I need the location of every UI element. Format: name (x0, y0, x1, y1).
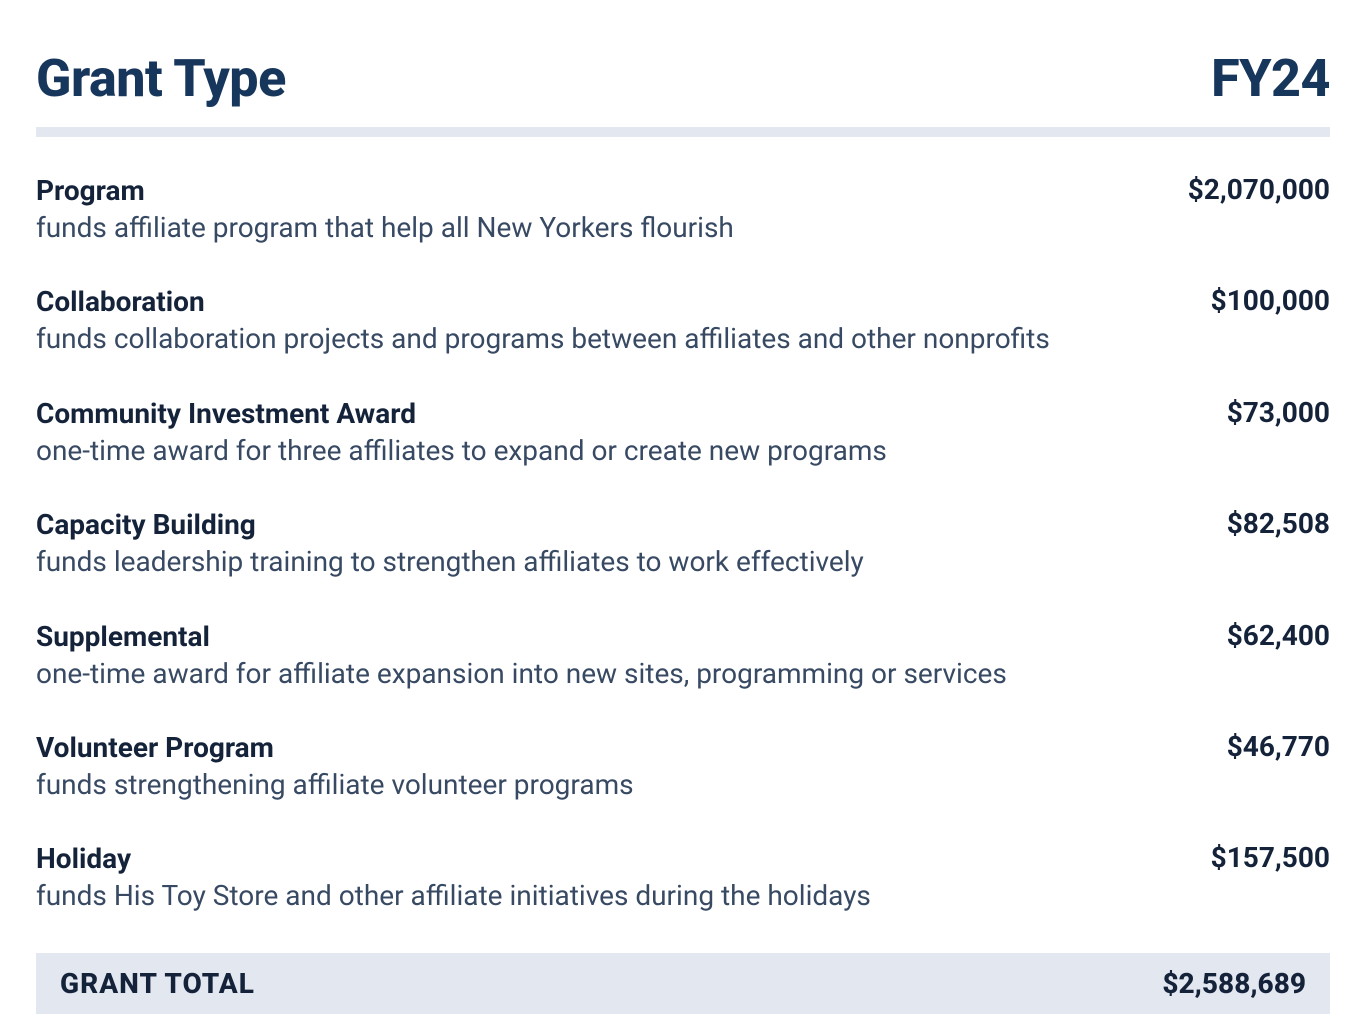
row-left: Capacity Buildingfunds leadership traini… (36, 507, 1227, 580)
row-amount: $2,070,000 (1188, 173, 1330, 206)
header-title: Grant Type (36, 48, 286, 109)
total-label: GRANT TOTAL (60, 967, 255, 1000)
total-amount: $2,588,689 (1162, 967, 1306, 1000)
table-row: Collaborationfunds collaboration project… (36, 284, 1330, 357)
row-left: Holidayfunds His Toy Store and other aff… (36, 841, 1211, 914)
row-amount: $62,400 (1227, 619, 1330, 652)
table-header: Grant Type FY24 (36, 48, 1330, 137)
row-desc: funds leadership training to strengthen … (36, 544, 1187, 580)
row-left: Community Investment Awardone-time award… (36, 396, 1227, 469)
row-name: Holiday (36, 841, 1171, 876)
row-left: Volunteer Programfunds strengthening aff… (36, 730, 1227, 803)
row-name: Capacity Building (36, 507, 1187, 542)
row-desc: funds His Toy Store and other affiliate … (36, 878, 1171, 914)
row-amount: $82,508 (1227, 507, 1330, 540)
table-row: Holidayfunds His Toy Store and other aff… (36, 841, 1330, 914)
header-fy: FY24 (1211, 48, 1330, 109)
row-desc: one-time award for affiliate expansion i… (36, 656, 1187, 692)
row-name: Program (36, 173, 1148, 208)
row-desc: one-time award for three affiliates to e… (36, 433, 1187, 469)
total-row: GRANT TOTAL $2,588,689 (36, 953, 1330, 1014)
row-left: Programfunds affiliate program that help… (36, 173, 1188, 246)
table-row: Capacity Buildingfunds leadership traini… (36, 507, 1330, 580)
row-name: Volunteer Program (36, 730, 1187, 765)
table-row: Volunteer Programfunds strengthening aff… (36, 730, 1330, 803)
row-left: Supplementalone-time award for affiliate… (36, 619, 1227, 692)
row-name: Supplemental (36, 619, 1187, 654)
row-amount: $46,770 (1227, 730, 1330, 763)
row-name: Collaboration (36, 284, 1171, 319)
row-left: Collaborationfunds collaboration project… (36, 284, 1211, 357)
row-amount: $100,000 (1211, 284, 1330, 317)
row-desc: funds strengthening affiliate volunteer … (36, 767, 1187, 803)
row-amount: $73,000 (1227, 396, 1330, 429)
row-amount: $157,500 (1211, 841, 1330, 874)
table-row: Supplementalone-time award for affiliate… (36, 619, 1330, 692)
row-desc: funds affiliate program that help all Ne… (36, 210, 1148, 246)
row-desc: funds collaboration projects and program… (36, 321, 1171, 357)
table-body: Programfunds affiliate program that help… (36, 173, 1330, 915)
row-name: Community Investment Award (36, 396, 1187, 431)
table-row: Community Investment Awardone-time award… (36, 396, 1330, 469)
table-row: Programfunds affiliate program that help… (36, 173, 1330, 246)
